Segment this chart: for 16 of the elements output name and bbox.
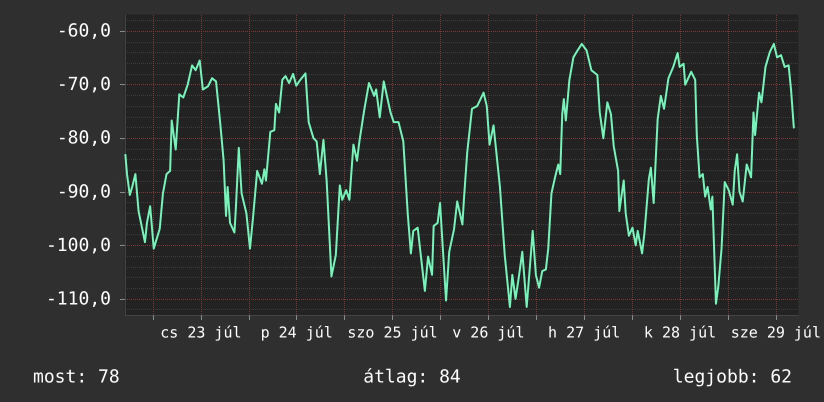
y-tick-label: -100,0	[46, 234, 111, 256]
x-tick-label: k 28 júl	[644, 324, 716, 342]
y-tick-label: -90,0	[56, 181, 111, 202]
y-tick-label: -80,0	[56, 128, 111, 149]
x-tick-label: szo 25 júl	[347, 324, 438, 342]
y-tick-label: -60,0	[56, 20, 111, 42]
y-tick-label: -110,0	[46, 288, 111, 310]
x-tick-label: sze 29 júl	[730, 324, 821, 342]
x-tick-label: v 26 júl	[452, 324, 524, 342]
x-tick-label: p 24 júl	[260, 324, 333, 342]
y-tick-label: -70,0	[56, 74, 111, 96]
text: legjobb: 62	[672, 366, 792, 388]
text: most: 78	[33, 366, 120, 388]
text: átlag: 84	[363, 366, 461, 388]
x-tick-label: h 27 júl	[548, 324, 620, 342]
x-tick-label: cs 23 júl	[160, 324, 242, 342]
